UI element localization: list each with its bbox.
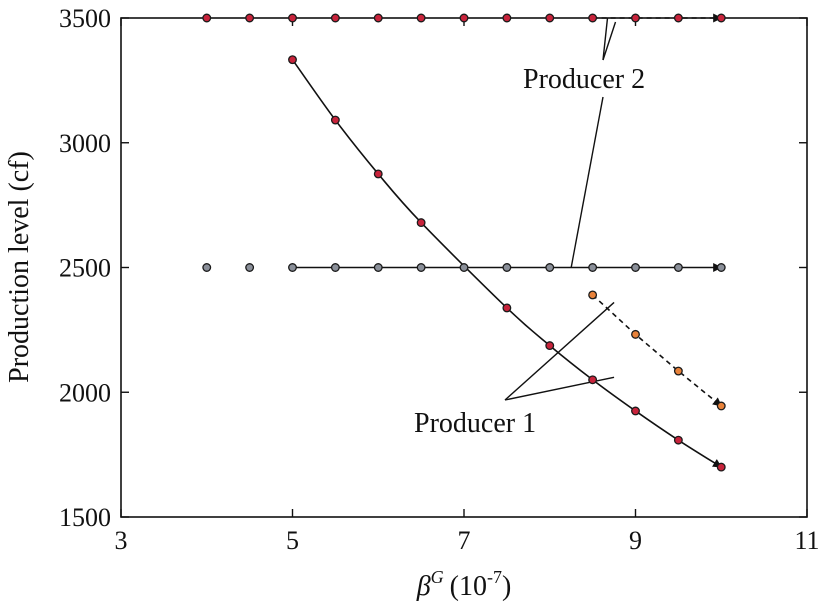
data-point-producer2-upper: [459, 13, 469, 23]
callout-producer-2-upper-tip: [602, 21, 617, 61]
callout-producer-1-alt: [504, 301, 615, 401]
data-point-producer1-curve: [588, 375, 598, 385]
data-point-producer2-upper: [245, 13, 255, 23]
y-tick-label: 1500: [59, 503, 111, 532]
data-point-producer1-curve: [416, 218, 426, 228]
x-axis-symbol: β: [416, 571, 431, 602]
data-point-producer2-lower: [673, 263, 683, 272]
data-point-producer2-upper: [373, 13, 383, 23]
y-tick-label: 3000: [59, 129, 111, 158]
data-point-producer2-lower: [416, 263, 426, 272]
data-point-producer2-lower: [502, 263, 512, 272]
annotation-producer-1: Producer 1: [414, 408, 536, 439]
series-line-producer1-curve: [291, 59, 723, 468]
x-tick-label: 3: [115, 526, 128, 555]
data-point-producer2-lower: [330, 263, 340, 272]
x-axis-unit-exponent: -7: [487, 567, 502, 587]
data-point-producer2-lower: [545, 263, 555, 272]
data-point-producer2-lower: [716, 263, 726, 272]
y-axis-label: Production level (cf): [4, 151, 35, 383]
data-point-producer2-lower: [459, 263, 469, 272]
x-tick-label: 7: [458, 526, 471, 555]
data-point-producer1-alt: [588, 290, 598, 300]
data-point-producer1-curve: [716, 462, 726, 472]
callout-producer-1-curve: [504, 376, 615, 401]
x-tick-label: 11: [794, 526, 819, 555]
data-points: [202, 13, 726, 472]
data-point-producer2-upper: [502, 13, 512, 23]
data-point-producer1-alt: [631, 329, 640, 339]
data-point-producer1-curve: [631, 406, 640, 416]
y-tick-label: 2500: [59, 254, 111, 283]
x-axis-unit: (10: [450, 571, 487, 602]
data-point-producer2-upper: [416, 13, 426, 23]
data-point-producer2-upper: [288, 13, 297, 23]
annotation-producer-2: Producer 2: [523, 64, 645, 95]
x-axis-unit-close: ): [502, 571, 511, 602]
data-point-producer2-upper: [545, 13, 555, 23]
data-point-producer2-upper: [716, 13, 726, 23]
data-point-producer1-alt: [673, 366, 683, 376]
callout-producer-2-upper: [602, 17, 609, 61]
data-point-producer2-upper: [330, 13, 340, 23]
data-point-producer2-upper: [631, 13, 640, 23]
data-point-producer2-lower: [245, 263, 255, 272]
data-point-producer1-curve: [373, 169, 383, 179]
data-point-producer1-curve: [673, 435, 683, 445]
data-point-producer2-lower: [288, 263, 297, 272]
x-axis-label: βG (10-7): [416, 567, 512, 602]
y-tick-label: 2000: [59, 378, 111, 407]
data-point-producer1-curve: [545, 341, 555, 351]
series-line-producer1-alt: [592, 294, 722, 407]
x-tick-label: 9: [629, 526, 642, 555]
data-point-producer1-curve: [330, 115, 340, 125]
data-point-producer1-alt: [716, 401, 726, 411]
x-tick-label: 5: [286, 526, 299, 555]
data-point-producer2-upper: [202, 13, 212, 23]
data-point-producer2-lower: [588, 263, 598, 272]
data-point-producer2-lower: [202, 263, 212, 272]
callout-producer-2-lower: [570, 96, 604, 268]
data-point-producer2-upper: [588, 13, 598, 23]
data-point-producer1-curve: [502, 303, 512, 313]
data-point-producer1-curve: [288, 55, 297, 65]
callout-lines: [504, 17, 617, 401]
data-point-producer2-lower: [631, 263, 640, 272]
data-point-producer2-upper: [673, 13, 683, 23]
data-point-producer2-lower: [373, 263, 383, 272]
ticks: 3 5 7 9 11 1500 2000 2500 3000 3500: [59, 4, 820, 555]
y-tick-label: 3500: [59, 4, 111, 33]
x-axis-superscript: G: [431, 567, 444, 587]
